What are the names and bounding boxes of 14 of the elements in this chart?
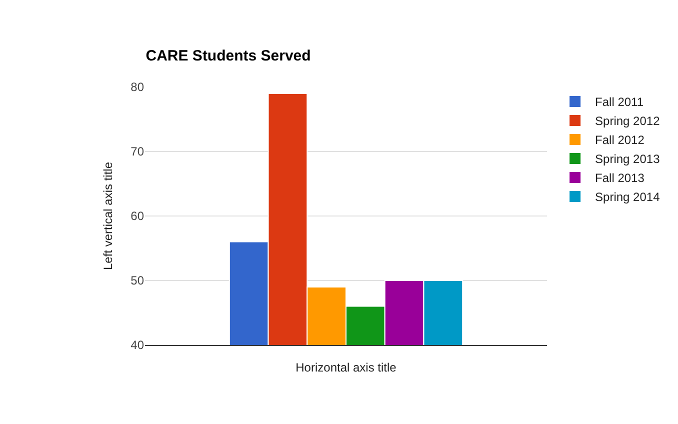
chart-title: CARE Students Served (146, 47, 311, 64)
legend-label: Spring 2013 (595, 152, 660, 166)
y-tick-label: 70 (130, 144, 144, 159)
legend-label: Spring 2012 (595, 114, 660, 128)
y-axis-title: Left vertical axis title (100, 162, 115, 270)
y-tick-label: 60 (130, 209, 144, 224)
legend-label: Fall 2012 (595, 133, 645, 148)
x-axis-title: Horizontal axis title (296, 360, 397, 374)
y-tick-label: 80 (130, 80, 144, 94)
y-tick-label: 50 (130, 274, 144, 288)
y-tick-label: 40 (130, 338, 144, 352)
legend-label: Fall 2011 (595, 95, 644, 110)
legend-label: Spring 2014 (595, 190, 660, 204)
legend-label: Fall 2013 (595, 171, 645, 186)
